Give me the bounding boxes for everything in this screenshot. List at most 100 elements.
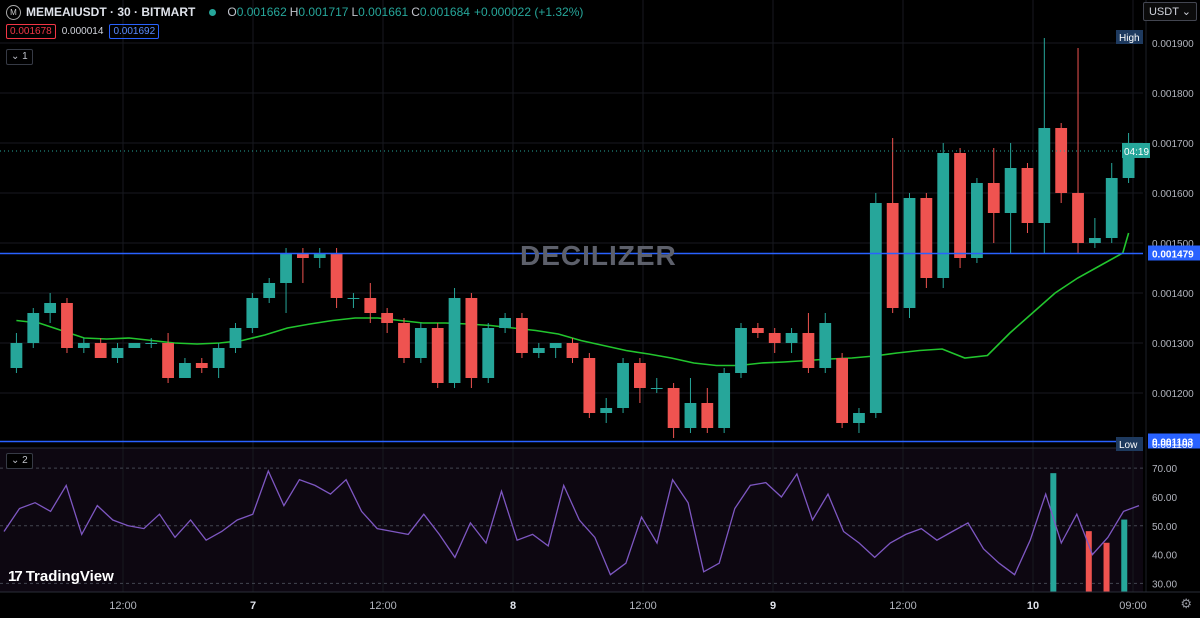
price-tick-label: 0.001800 bbox=[1152, 89, 1194, 100]
candle-body bbox=[617, 363, 629, 408]
candle-body bbox=[347, 298, 360, 299]
sell-button[interactable]: 0.001678 bbox=[6, 24, 56, 39]
pane-2-toggle[interactable]: ⌄ 2 bbox=[6, 453, 33, 469]
change-value: +0.000022 (+1.32%) bbox=[473, 5, 584, 19]
candle-body bbox=[566, 343, 579, 358]
candle-body bbox=[499, 318, 511, 328]
candle-body bbox=[313, 253, 326, 258]
candle-body bbox=[768, 333, 781, 343]
candle-body bbox=[364, 298, 377, 313]
close-key: C bbox=[411, 5, 420, 19]
order-buttons: 0.001678 0.000014 0.001692 bbox=[6, 24, 160, 39]
candle-body bbox=[1004, 168, 1017, 213]
candle-body bbox=[886, 203, 899, 308]
low-value: 0.001661 bbox=[358, 5, 409, 19]
level-price-label: 0.001103 bbox=[1152, 438, 1194, 449]
candle-body bbox=[1088, 238, 1101, 243]
candle-body bbox=[684, 403, 697, 428]
candle-body bbox=[1105, 178, 1118, 238]
candle-body bbox=[853, 413, 865, 423]
candle-body bbox=[229, 328, 242, 348]
pane-1-toggle[interactable]: ⌄ 1 bbox=[6, 49, 33, 65]
oscillator-line bbox=[3, 469, 1140, 576]
candle-body bbox=[718, 373, 731, 428]
candle-body bbox=[381, 313, 394, 323]
level-price-tag bbox=[1148, 433, 1200, 449]
pane-1-label: 1 bbox=[22, 51, 28, 62]
candle-body bbox=[44, 303, 57, 313]
candle-body bbox=[1122, 153, 1135, 178]
time-tick-label: 9 bbox=[770, 600, 776, 612]
candle-body bbox=[195, 363, 208, 368]
candle-body bbox=[532, 348, 545, 353]
meme-coin-icon: M bbox=[6, 4, 21, 20]
price-tick-label: 0.001900 bbox=[1152, 39, 1194, 50]
countdown-label: 04:19 bbox=[1124, 147, 1149, 158]
oscillator-tick-label: 60.00 bbox=[1152, 493, 1177, 504]
open-key: O bbox=[227, 5, 237, 19]
tradingview-logo[interactable]: 17 TradingView bbox=[8, 568, 114, 585]
candle-body bbox=[971, 183, 983, 258]
candle-body bbox=[212, 348, 225, 368]
countdown-tag bbox=[1122, 143, 1150, 158]
candle-body bbox=[77, 343, 90, 348]
buy-button[interactable]: 0.001692 bbox=[109, 24, 160, 39]
candle-body bbox=[516, 318, 528, 353]
candle-body bbox=[667, 388, 680, 428]
candle-body bbox=[785, 333, 798, 343]
candle-body bbox=[650, 388, 663, 389]
candle-body bbox=[954, 153, 966, 258]
price-tick-label: 0.001200 bbox=[1152, 389, 1194, 400]
candle-body bbox=[398, 323, 410, 358]
close-value: 0.001684 bbox=[419, 5, 470, 19]
time-tick-label: 12:00 bbox=[889, 600, 917, 612]
candle-body bbox=[482, 328, 495, 378]
level-price-tag bbox=[1148, 245, 1200, 261]
candle-body bbox=[819, 323, 832, 368]
high-label: High bbox=[1119, 33, 1140, 44]
high-key: H bbox=[289, 5, 299, 19]
candle-body bbox=[802, 333, 815, 368]
oscillator-bar-down bbox=[1103, 542, 1110, 592]
time-tick-label: 09:00 bbox=[1119, 600, 1147, 612]
candle-body bbox=[735, 328, 747, 373]
symbol-title[interactable]: MEMEAIUSDT · 30 · BITMART bbox=[26, 5, 196, 19]
low-value-label: 0.001100 bbox=[1152, 440, 1193, 451]
time-tick-label: 8 bbox=[510, 600, 516, 612]
candle-body bbox=[145, 343, 158, 344]
time-tick-label: 12:00 bbox=[369, 600, 397, 612]
price-tick-label: 0.001300 bbox=[1152, 339, 1194, 350]
oscillator-tick-label: 40.00 bbox=[1152, 551, 1177, 562]
candle-body bbox=[296, 253, 309, 258]
candle-body bbox=[246, 298, 259, 328]
time-tick-label: 12:00 bbox=[629, 600, 657, 612]
candle-body bbox=[1072, 193, 1084, 243]
low-key: L bbox=[351, 5, 359, 19]
currency-button[interactable]: USDT ⌄ bbox=[1142, 2, 1197, 21]
candle-body bbox=[448, 298, 461, 383]
candle-body bbox=[10, 343, 23, 368]
price-tick-label: 0.001700 bbox=[1152, 139, 1194, 150]
price-tick-label: 0.001600 bbox=[1152, 189, 1194, 200]
price-tick-label: 0.001400 bbox=[1152, 289, 1194, 300]
candle-body bbox=[330, 253, 343, 298]
open-value: 0.001662 bbox=[236, 5, 287, 19]
candle-body bbox=[869, 203, 882, 413]
gear-icon[interactable]: ⚙ bbox=[1180, 596, 1192, 611]
oscillator-tick-label: 70.00 bbox=[1152, 464, 1177, 475]
high-value: 0.001717 bbox=[298, 5, 349, 19]
candle-body bbox=[549, 343, 562, 348]
candle-body bbox=[1055, 128, 1068, 193]
candle-body bbox=[987, 183, 1000, 213]
time-tick-label: 10 bbox=[1027, 600, 1039, 612]
candle-body bbox=[1038, 128, 1051, 223]
candle-body bbox=[583, 358, 596, 413]
spread-value: 0.000014 bbox=[61, 26, 104, 37]
candle-body bbox=[431, 328, 444, 383]
tradingview-icon: 17 bbox=[8, 568, 23, 585]
candle-body bbox=[280, 253, 292, 283]
oscillator-bar-up bbox=[1121, 519, 1128, 592]
time-tick-label: 7 bbox=[250, 600, 256, 612]
